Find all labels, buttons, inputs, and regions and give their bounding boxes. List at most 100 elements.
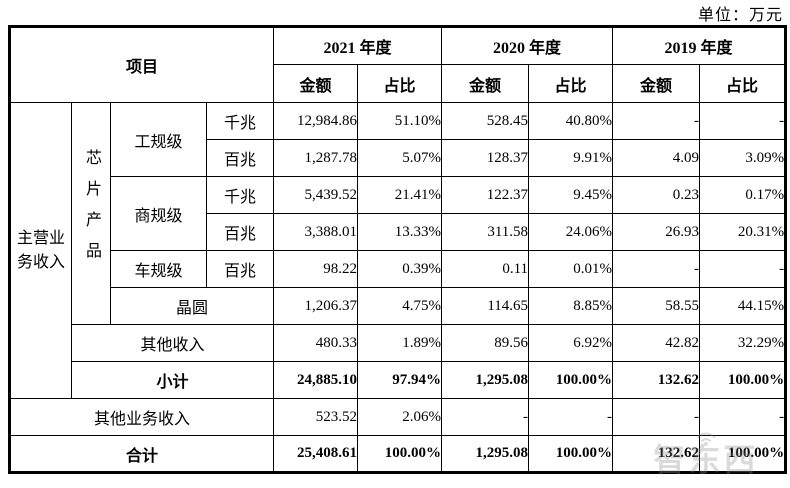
ratio-cell: 100.00% — [528, 361, 614, 399]
year-header-2021: 2021 年度 — [273, 26, 443, 65]
amount-cell: 42.82 — [612, 324, 701, 362]
ratio-cell: - — [528, 398, 614, 436]
automotive-grade-label: 车规级 — [110, 250, 207, 288]
year-header-2019: 2019 年度 — [612, 26, 787, 65]
wafer-label: 晶圆 — [109, 287, 275, 325]
amount-cell: 5,439.52 — [273, 176, 359, 214]
row-commercial-fast: 百兆 3,388.01 13.33% 311.58 24.06% 26.93 2… — [10, 213, 787, 251]
ratio-header-2020: 占比 — [528, 64, 614, 103]
ratio-header-2021: 占比 — [357, 64, 443, 103]
item-header: 项目 — [8, 26, 275, 103]
commercial-grade-label: 商规级 — [110, 176, 207, 251]
row-other-income: 其他收入 480.33 1.89% 89.56 6.92% 42.82 32.2… — [10, 324, 787, 362]
ratio-cell: 6.92% — [528, 324, 614, 362]
year-header-2020: 2020 年度 — [441, 26, 614, 65]
fast-ethernet-label: 百兆 — [205, 213, 275, 251]
amount-cell: 311.58 — [441, 213, 530, 251]
amount-header-2020: 金额 — [441, 64, 530, 103]
ratio-cell: 4.75% — [357, 287, 443, 325]
amount-cell: - — [441, 398, 530, 436]
other-income-label: 其他收入 — [70, 324, 275, 362]
ratio-cell: 51.10% — [357, 102, 443, 140]
ratio-cell: 9.91% — [528, 139, 614, 177]
total-label: 合计 — [8, 435, 275, 473]
amount-cell: 114.65 — [441, 287, 530, 325]
amount-cell: 1,295.08 — [441, 435, 530, 473]
ratio-cell: 0.17% — [699, 176, 787, 214]
ratio-cell: 3.09% — [699, 139, 787, 177]
ratio-cell: 97.94% — [357, 361, 443, 399]
ratio-cell: 40.80% — [528, 102, 614, 140]
other-business-income-label: 其他业务收入 — [8, 398, 275, 436]
row-automotive-fast: 车规级 百兆 98.22 0.39% 0.11 0.01% - - — [10, 250, 787, 288]
amount-cell: 122.37 — [441, 176, 530, 214]
amount-cell: 1,287.78 — [273, 139, 359, 177]
amount-cell: 0.23 — [612, 176, 701, 214]
amount-cell: 24,885.10 — [273, 361, 359, 399]
revenue-breakdown-table: 项目 2021 年度 2020 年度 2019 年度 金额 占比 金额 占比 金… — [8, 25, 788, 474]
row-subtotal: 小计 24,885.10 97.94% 1,295.08 100.00% 132… — [10, 361, 787, 399]
amount-cell: 12,984.86 — [273, 102, 359, 140]
ratio-cell: 24.06% — [528, 213, 614, 251]
amount-cell: 98.22 — [273, 250, 359, 288]
main-business-income-label: 主营业务收入 — [9, 102, 72, 399]
industrial-grade-label: 工规级 — [110, 102, 207, 177]
header-row-metrics: 金额 占比 金额 占比 金额 占比 — [10, 64, 787, 103]
ratio-cell: 9.45% — [528, 176, 614, 214]
row-commercial-gigabit: 商规级 千兆 5,439.52 21.41% 122.37 9.45% 0.23… — [10, 176, 787, 251]
amount-cell: 1,295.08 — [441, 361, 530, 399]
ratio-cell: 2.06% — [357, 398, 443, 436]
ratio-cell: 100.00% — [357, 435, 443, 473]
ratio-cell: 100.00% — [528, 435, 614, 473]
amount-cell: 26.93 — [612, 213, 701, 251]
amount-header-2021: 金额 — [273, 64, 359, 103]
fast-ethernet-label: 百兆 — [205, 139, 275, 177]
amount-cell: 480.33 — [273, 324, 359, 362]
amount-cell: 4.09 — [612, 139, 701, 177]
amount-cell: 132.62 — [612, 435, 701, 473]
amount-cell: 89.56 — [441, 324, 530, 362]
ratio-header-2019: 占比 — [699, 64, 787, 103]
amount-cell: - — [612, 398, 701, 436]
gigabit-label: 千兆 — [205, 176, 275, 214]
chip-products-vertical-text: 芯片产品 — [83, 149, 100, 273]
ratio-cell: - — [699, 398, 787, 436]
ratio-cell: 100.00% — [699, 435, 787, 473]
subtotal-label: 小计 — [70, 361, 275, 399]
ratio-cell: 13.33% — [357, 213, 443, 251]
amount-cell: - — [612, 102, 701, 140]
gigabit-label: 千兆 — [205, 102, 275, 140]
ratio-cell: 0.01% — [528, 250, 614, 288]
chip-products-label: 芯片产品 — [71, 102, 111, 325]
amount-cell: - — [612, 250, 701, 288]
ratio-cell: 21.41% — [357, 176, 443, 214]
ratio-cell: 32.29% — [699, 324, 787, 362]
row-total: 合计 25,408.61 100.00% 1,295.08 100.00% 13… — [8, 435, 787, 473]
amount-cell: 132.62 — [612, 361, 701, 399]
amount-cell: 3,388.01 — [273, 213, 359, 251]
header-row-years: 项目 2021 年度 2020 年度 2019 年度 — [8, 26, 787, 103]
ratio-cell: - — [699, 250, 787, 288]
row-wafer: 晶圆 1,206.37 4.75% 114.65 8.85% 58.55 44.… — [10, 287, 787, 325]
amount-cell: 25,408.61 — [273, 435, 359, 473]
ratio-cell: 44.15% — [699, 287, 787, 325]
amount-cell: 1,206.37 — [273, 287, 359, 325]
fast-ethernet-label: 百兆 — [205, 250, 275, 288]
ratio-cell: 20.31% — [699, 213, 787, 251]
unit-label: 单位：万元 — [697, 7, 783, 24]
ratio-cell: - — [699, 102, 787, 140]
amount-header-2019: 金额 — [612, 64, 701, 103]
ratio-cell: 0.39% — [357, 250, 443, 288]
ratio-cell: 8.85% — [528, 287, 614, 325]
ratio-cell: 100.00% — [699, 361, 787, 399]
ratio-cell: 5.07% — [357, 139, 443, 177]
row-other-business-income: 其他业务收入 523.52 2.06% - - - - — [8, 398, 787, 436]
amount-cell: 58.55 — [612, 287, 701, 325]
amount-cell: 0.11 — [441, 250, 530, 288]
amount-cell: 523.52 — [273, 398, 359, 436]
ratio-cell: 1.89% — [357, 324, 443, 362]
row-industrial-fast: 百兆 1,287.78 5.07% 128.37 9.91% 4.09 3.09… — [10, 139, 787, 177]
amount-cell: 528.45 — [441, 102, 530, 140]
amount-cell: 128.37 — [441, 139, 530, 177]
